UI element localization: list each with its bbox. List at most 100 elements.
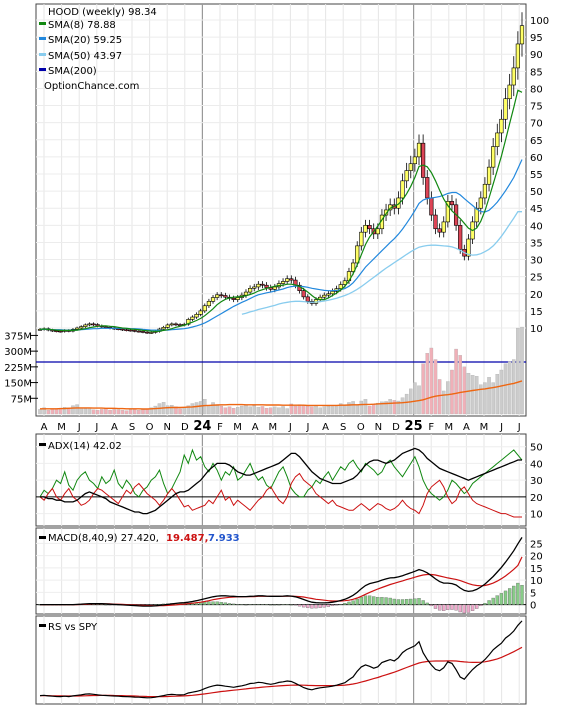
x-tick-label: S <box>340 422 346 433</box>
volume-bar <box>421 363 425 415</box>
volume-bar <box>330 406 335 415</box>
adx-legend-label: ADX(14) 42.02 <box>48 441 122 452</box>
volume-bar <box>264 407 269 415</box>
indicator-layer <box>38 447 524 699</box>
candle-body <box>145 331 150 334</box>
volume-bar <box>446 381 450 415</box>
volume-tick-label: 225M <box>4 363 32 374</box>
macd-histogram-bar <box>359 596 363 605</box>
macd-histogram-bar <box>425 602 429 605</box>
candle-body <box>231 297 236 300</box>
macd-histogram-bar <box>413 598 417 605</box>
candle-body <box>421 142 426 178</box>
volume-bar <box>178 408 182 415</box>
volume-bar <box>235 407 240 415</box>
candle-body <box>474 207 479 223</box>
macd-histogram-bar <box>273 604 277 606</box>
volume-bar <box>301 405 306 415</box>
macd-signal-value: 19.487, <box>166 533 208 544</box>
volume-bar <box>116 409 121 415</box>
macd-histogram-bar <box>223 602 228 605</box>
volume-bar <box>512 359 516 415</box>
candle-body <box>404 170 409 182</box>
minus-di-line <box>39 472 522 518</box>
macd-histogram-bar <box>244 604 248 606</box>
sma50-line <box>241 211 522 315</box>
macd-histogram-bar <box>429 604 434 607</box>
x-tick-label: M <box>268 422 277 433</box>
volume-bar <box>367 405 372 415</box>
x-tick-label: F <box>217 422 223 433</box>
candle-body <box>272 286 277 290</box>
macd-histogram-bar <box>339 604 343 605</box>
candle-body <box>342 280 347 285</box>
macd-histogram-bar <box>442 604 446 611</box>
rs-legend: RS vs SPY <box>39 622 98 633</box>
legend-sma50-label: SMA(50) 43.97 <box>48 51 122 62</box>
x-tick-label: J <box>306 422 310 433</box>
candle-body <box>173 323 179 326</box>
adx-tick-label: 50 <box>530 443 543 454</box>
price-tick-label: 95 <box>530 33 543 44</box>
adx-tick-label: 10 <box>530 510 543 521</box>
candle-body <box>499 118 504 134</box>
volume-bar <box>458 355 462 415</box>
volume-bar <box>268 407 273 415</box>
macd-histogram-bar <box>495 595 499 605</box>
volume-bar <box>231 407 236 415</box>
macd-histogram-bar <box>372 596 376 605</box>
candle-body <box>248 288 253 293</box>
candle-body <box>511 67 516 86</box>
volume-bar <box>281 406 285 415</box>
macd-histogram-bar <box>376 597 380 605</box>
macd-histogram-bar <box>318 604 322 608</box>
volume-layer <box>36 326 526 415</box>
macd-histogram-bar <box>516 582 520 605</box>
macd-histogram-bar <box>285 604 289 606</box>
volume-bar <box>203 399 207 415</box>
candle-body <box>322 294 327 298</box>
macd-histogram-bar <box>219 602 223 605</box>
x-tick-label: A <box>252 422 259 433</box>
volume-tick-label: 75M <box>11 394 32 405</box>
candle-body <box>445 201 450 223</box>
volume-bar <box>174 406 178 415</box>
x-tick-label: 24 <box>193 419 211 434</box>
volume-bar <box>314 405 318 415</box>
volume-bar <box>46 410 50 415</box>
price-tick-label: 55 <box>530 170 543 181</box>
candle-body <box>252 286 257 289</box>
candle-body <box>87 323 92 326</box>
volume-bar <box>363 399 368 415</box>
volume-bar <box>425 353 429 415</box>
macd-histogram-bar <box>462 604 466 614</box>
price-tick-label: 10 <box>530 324 543 335</box>
candle-body <box>503 98 508 120</box>
x-tick-label: F <box>428 422 434 433</box>
volume-bar <box>104 408 108 415</box>
volume-bar <box>273 406 277 415</box>
macd-histogram-bar <box>487 600 491 605</box>
candle-body <box>482 183 488 199</box>
volume-bar <box>83 408 88 415</box>
chart-title: HOOD (weekly) 98.34 <box>48 7 157 18</box>
macd-histogram-bar <box>260 604 265 605</box>
volume-bar <box>71 405 75 415</box>
candle-body <box>383 209 389 216</box>
candle-body <box>305 296 310 302</box>
volume-bar <box>91 409 96 415</box>
candle-body <box>206 301 212 307</box>
candle-body <box>285 278 290 282</box>
candle-body <box>120 328 125 331</box>
price-tick-label: 20 <box>530 290 543 301</box>
price-tick-label: 75 <box>530 102 543 113</box>
macd-histogram-bar <box>227 603 232 605</box>
macd-histogram-bar <box>367 595 372 605</box>
legend-sma20-label: SMA(20) 59.25 <box>48 35 122 46</box>
candle-body <box>466 238 471 257</box>
macd-tick-label: 25 <box>530 539 543 550</box>
axis-layer: A M J J A S O N D 24 F M A M J J A S O N D 25 F M A M J J1009590858… <box>4 16 549 612</box>
volume-bar <box>137 410 141 415</box>
volume-sma-line <box>40 380 523 410</box>
volume-bar <box>120 410 125 415</box>
